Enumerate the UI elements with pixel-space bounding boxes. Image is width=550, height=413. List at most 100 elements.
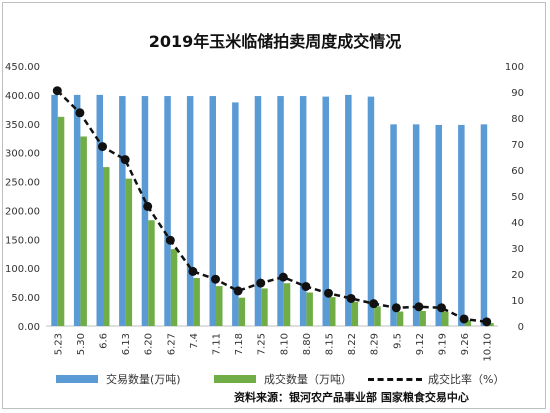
ratio-point — [324, 288, 333, 298]
bar-trade-volume — [322, 96, 329, 326]
bar-deal-volume — [374, 306, 381, 326]
bar-trade-volume — [96, 94, 103, 326]
y-left-tick-label: 100.00 — [5, 264, 40, 275]
legend-dash-swatch — [368, 377, 422, 381]
ratio-point — [301, 281, 311, 291]
bar-trade-volume — [254, 96, 262, 327]
bar-deal-volume — [396, 311, 404, 326]
y-left-tick-label: 150.00 — [5, 235, 40, 246]
source-note: 资料来源：银河农产品事业部 国家粮食交易中心 — [234, 391, 469, 404]
y-left-tick-label: 250.00 — [5, 178, 40, 189]
bar-trade-volume — [480, 124, 488, 326]
y-right-tick-label: 30 — [511, 244, 524, 255]
bar-deal-volume — [351, 301, 359, 326]
bar-trade-volume — [119, 96, 126, 327]
x-tick-label: 7.4 — [189, 333, 200, 349]
ratio-point — [278, 272, 288, 282]
ratio-point — [233, 286, 243, 296]
bar-deal-volume — [487, 323, 494, 326]
x-tick-label: 6.6 — [99, 333, 110, 349]
ratio-point — [414, 302, 424, 312]
legend-deal-ratio-label: 成交比率（%） — [428, 373, 505, 386]
bar-deal-volume — [103, 167, 110, 326]
bar-trade-volume — [51, 94, 58, 326]
bar-trade-volume — [345, 94, 352, 326]
x-tick-label: 9.5 — [392, 333, 403, 349]
ratio-point — [459, 314, 469, 324]
ratio-point — [143, 201, 153, 211]
bar-deal-volume — [283, 283, 291, 326]
ratio-point — [188, 266, 198, 276]
ratio-point — [75, 108, 85, 118]
ratio-point — [482, 317, 492, 327]
x-tick-label: 9.12 — [415, 333, 426, 355]
legend-deal-ratio: 成交比率（%） — [368, 371, 504, 387]
y-right-tick-label: 50 — [511, 192, 524, 203]
x-tick-label: 9.26 — [460, 333, 471, 355]
bar-trade-volume — [458, 124, 465, 326]
y-right-tick-label: 100 — [505, 62, 524, 73]
bar-deal-volume — [261, 288, 268, 326]
x-tick-label: 6.27 — [166, 333, 177, 355]
ratio-point — [52, 86, 62, 96]
chart-title: 2019年玉米临储拍卖周度成交情况 — [148, 32, 402, 51]
ratio-point — [98, 142, 107, 152]
ratio-point — [346, 293, 356, 303]
y-left-tick-label: 300.00 — [5, 149, 40, 160]
bar-trade-volume — [277, 96, 284, 327]
bar-deal-volume — [125, 178, 133, 326]
ratio-point — [369, 299, 379, 309]
x-tick-label: 7.18 — [234, 333, 245, 355]
x-tick-label: 6.13 — [121, 333, 132, 355]
bar-trade-volume — [164, 96, 171, 327]
ratio-point — [391, 303, 401, 313]
ratio-point — [120, 155, 130, 165]
legend-trade-volume-label: 交易数量(万吨) — [106, 373, 181, 386]
bar-deal-volume — [148, 220, 155, 326]
bar-trade-volume — [186, 96, 194, 327]
x-tick-label: 8.80 — [302, 333, 313, 355]
ratio-point — [437, 303, 446, 313]
x-tick-label: 7.25 — [257, 333, 268, 355]
y-right-tick-label: 20 — [511, 270, 524, 281]
legend-blue-swatch — [56, 375, 98, 383]
ratio-point — [165, 235, 175, 245]
y-left-tick-label: 0.00 — [18, 322, 40, 333]
bar-deal-volume — [306, 292, 313, 326]
x-tick-label: 5.30 — [76, 333, 87, 355]
legend-trade-volume: 交易数量(万吨) — [56, 371, 181, 387]
bar-deal-volume — [442, 311, 449, 326]
x-tick-label: 7.11 — [212, 333, 223, 355]
legend-deal-volume: 成交数量（万吨） — [214, 371, 352, 387]
bar-trade-volume — [412, 124, 420, 326]
y-right-tick-label: 90 — [511, 88, 524, 99]
y-left-tick-label: 400.00 — [5, 91, 40, 102]
chart-frame — [2, 2, 546, 409]
x-tick-label: 8.22 — [347, 333, 358, 355]
bar-deal-volume — [329, 297, 336, 326]
bar-deal-volume — [464, 320, 472, 326]
legend-deal-volume-label: 成交数量（万吨） — [264, 373, 352, 386]
bar-deal-volume — [193, 278, 200, 326]
bar-deal-volume — [170, 249, 178, 326]
x-tick-label: 5.23 — [53, 333, 64, 355]
bar-deal-volume — [57, 116, 65, 326]
y-right-tick-label: 40 — [511, 218, 524, 229]
y-left-tick-label: 450.00 — [5, 62, 40, 73]
x-tick-label: 6.20 — [144, 333, 155, 355]
bar-trade-volume — [390, 124, 397, 326]
bar-trade-volume — [435, 124, 442, 326]
y-right-tick-label: 70 — [511, 140, 524, 151]
y-right-tick-label: 80 — [511, 114, 524, 125]
y-right-tick-label: 60 — [511, 166, 524, 177]
y-left-tick-label: 350.00 — [5, 120, 40, 131]
bar-trade-volume — [73, 94, 81, 326]
bar-deal-volume — [238, 297, 246, 326]
y-left-tick-label: 50.00 — [11, 293, 40, 304]
x-tick-label: 8.29 — [370, 333, 381, 355]
bar-trade-volume — [209, 96, 216, 327]
bar-deal-volume — [216, 286, 223, 326]
ratio-point — [256, 278, 266, 288]
bar-trade-volume — [232, 102, 239, 327]
